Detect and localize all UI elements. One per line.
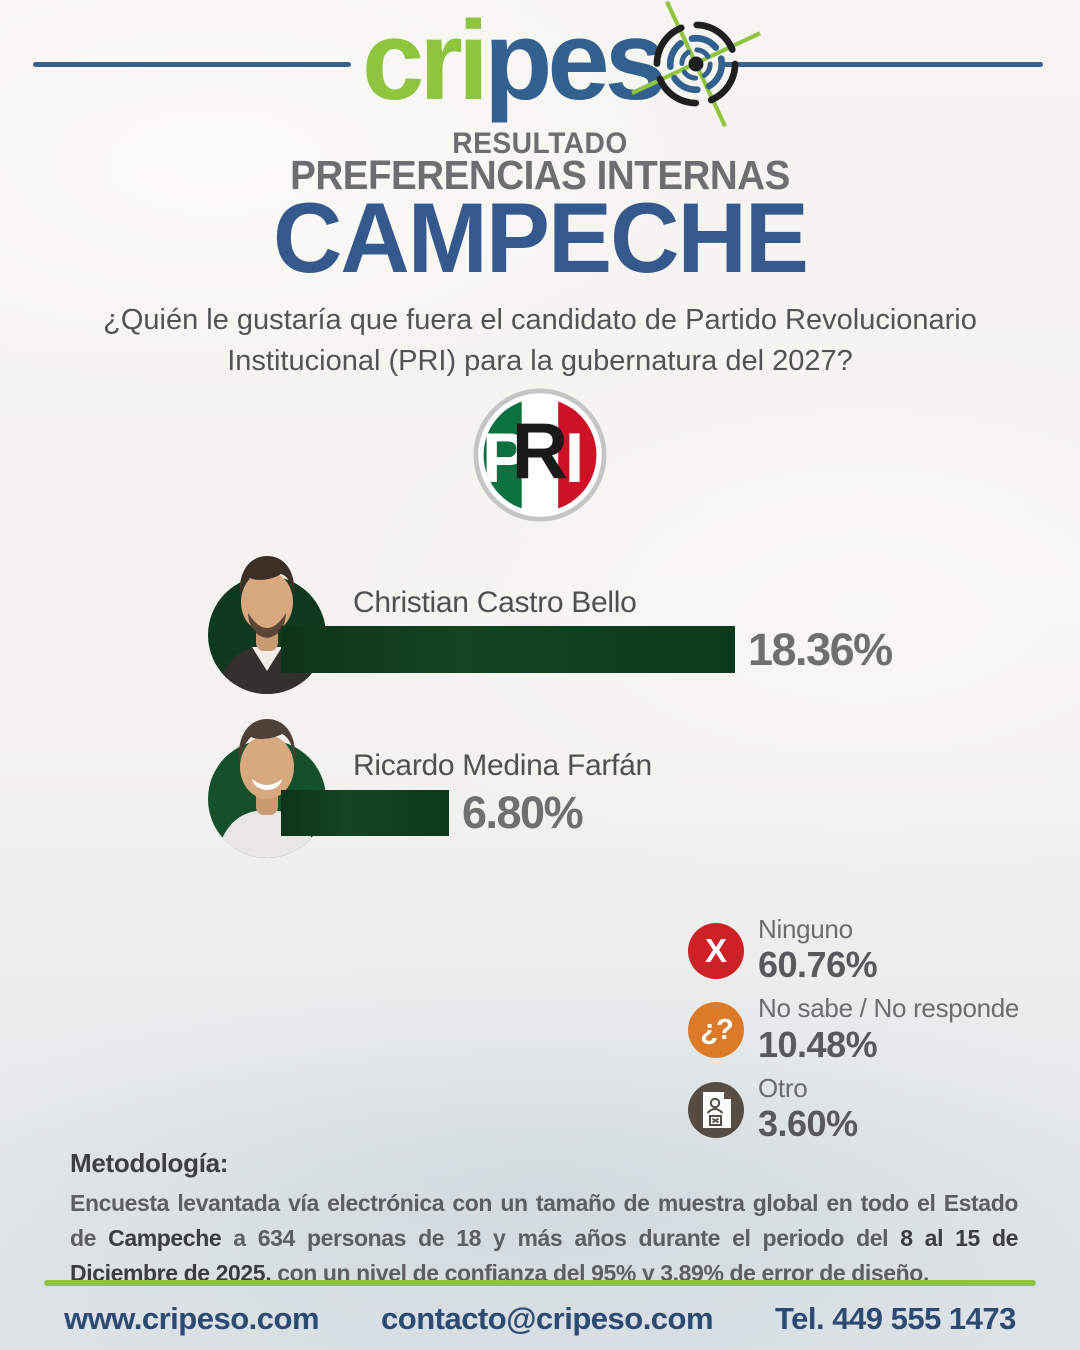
other-text: Ninguno 60.76% [758,914,878,986]
other-value: 3.60% [758,1102,858,1144]
other-label: No sabe / No responde [758,993,1020,1024]
other-value: 10.48% [758,1023,878,1065]
other-value: 60.76% [758,944,878,986]
ballot-doc-icon [703,1091,731,1128]
cripeso-logo: cripes [362,0,667,128]
result-kicker: RESULTADO [452,127,628,160]
result-bar [281,626,735,673]
logo-text-blue: pes [484,0,667,123]
ballot-icon [688,1081,744,1138]
other-label: Otro [758,1072,808,1103]
survey-question: ¿Quién le gustaría que fuera el candidat… [0,300,1080,382]
header-rule-left [33,62,351,67]
list-item-otro: Otro 3.60% [688,1072,1019,1145]
result-value: 18.36% [748,623,893,675]
footer-phone: Tel. 449 555 1473 [775,1301,1016,1336]
other-label: Ninguno [758,914,853,944]
result-bar [281,790,449,836]
list-item-ninguno: X Ninguno 60.76% [688,914,1019,986]
target-crosshair-icon [631,0,761,128]
page-title: CAMPECHE [272,182,809,293]
footer-website: www.cripeso.com [64,1301,320,1336]
methodology-text: Encuesta levantada vía electrónica con u… [70,1190,1019,1286]
other-text: Otro 3.60% [758,1072,858,1145]
methodology-heading: Metodología: [70,1148,229,1178]
candidate-photo-ricardo-medina-farfan [208,719,326,858]
candidate-bar-row: 6.80% [281,787,584,838]
other-options-list: X Ninguno 60.76% ¿? No sabe / No respond… [688,914,1020,1154]
header-rule-right [723,62,1043,67]
logo-text-green: cri [362,0,489,123]
svg-text:R: R [512,407,569,495]
candidate-name: Christian Castro Bello [353,586,637,619]
question-icon: ¿? [688,1002,744,1059]
footer-email: contacto@cripeso.com [381,1301,714,1336]
x-icon: X [688,923,744,980]
candidate-name: Ricardo Medina Farfán [353,749,652,782]
candidate-bar-row: 18.36% [281,623,893,675]
methodology-section: Metodología: Encuesta levantada vía elec… [70,1148,1018,1291]
question-glyph: ¿? [700,1013,733,1046]
other-text: No sabe / No responde 10.48% [758,993,1020,1065]
list-item-no-sabe: ¿? No sabe / No responde 10.48% [688,993,1020,1065]
x-glyph: X [704,932,727,970]
footer: www.cripeso.com contacto@cripeso.com Tel… [0,1301,1080,1337]
svg-text:I: I [565,419,585,498]
pri-party-logo: P R I [473,388,607,522]
question-line2: Institucional (PRI) para la gubernatura … [227,345,853,378]
result-value: 6.80% [462,787,584,838]
footer-rule [44,1280,1036,1286]
subtitle: PREFERENCIAS INTERNAS [290,152,790,198]
question-line1: ¿Quién le gustaría que fuera el candidat… [103,304,977,336]
